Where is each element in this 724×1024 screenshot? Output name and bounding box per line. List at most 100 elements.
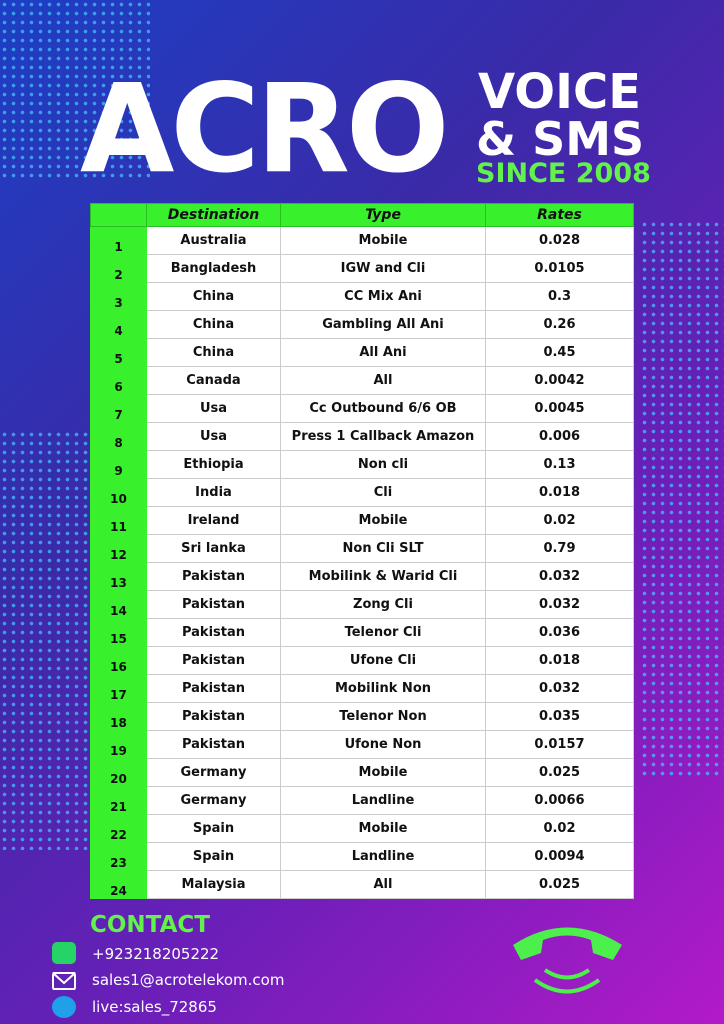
cell: 0.032: [485, 590, 634, 619]
skype: live:sales_72865: [92, 998, 217, 1016]
row-number: 11: [90, 506, 147, 535]
cell: Sri lanka: [146, 534, 281, 563]
cell: Spain: [146, 842, 281, 871]
cell: 0.018: [485, 646, 634, 675]
dot-pattern: [0, 430, 90, 850]
row-number: 19: [90, 730, 147, 759]
cell: Pakistan: [146, 730, 281, 759]
cell: Pakistan: [146, 674, 281, 703]
row-number: 5: [90, 338, 147, 367]
table-row: 18 Pakistan Telenor Non 0.035: [90, 702, 634, 731]
row-number: 20: [90, 758, 147, 787]
cell: Pakistan: [146, 618, 281, 647]
table-row: 11 Ireland Mobile 0.02: [90, 506, 634, 535]
cell: 0.02: [485, 814, 634, 843]
table-row: 1 Australia Mobile 0.028: [90, 226, 634, 255]
table-row: 16 Pakistan Ufone Cli 0.018: [90, 646, 634, 675]
cell: Pakistan: [146, 562, 281, 591]
cell: 0.0045: [485, 394, 634, 423]
cell: Cli: [280, 478, 486, 507]
cell: Ethiopia: [146, 450, 281, 479]
row-number: 4: [90, 310, 147, 339]
row-number: 9: [90, 450, 147, 479]
skype-icon: [52, 996, 76, 1018]
whatsapp-icon: [52, 942, 76, 964]
title-line: VOICE: [478, 64, 641, 120]
cell: 0.025: [485, 758, 634, 787]
row-number: 3: [90, 282, 147, 311]
row-number: 22: [90, 814, 147, 843]
header-cell: [90, 203, 147, 227]
table-row: 3 China CC Mix Ani 0.3: [90, 282, 634, 311]
email-icon: [52, 972, 76, 990]
cell: Pakistan: [146, 646, 281, 675]
cell: Telenor Cli: [280, 618, 486, 647]
cell: Usa: [146, 394, 281, 423]
brand: ACRO: [80, 58, 450, 200]
cell: All: [280, 366, 486, 395]
cell: 0.032: [485, 674, 634, 703]
table-row: 20 Germany Mobile 0.025: [90, 758, 634, 787]
row-number: 10: [90, 478, 147, 507]
cell: 0.006: [485, 422, 634, 451]
cell: Press 1 Callback Amazon: [280, 422, 486, 451]
cell: All: [280, 870, 486, 899]
row-number: 17: [90, 674, 147, 703]
table-row: 2 Bangladesh IGW and Cli 0.0105: [90, 254, 634, 283]
cell: 0.0094: [485, 842, 634, 871]
cell: India: [146, 478, 281, 507]
table-row: 9 Ethiopia Non cli 0.13: [90, 450, 634, 479]
phone-icon: [513, 927, 622, 994]
cell: 0.035: [485, 702, 634, 731]
cell: Usa: [146, 422, 281, 451]
cell: Telenor Non: [280, 702, 486, 731]
cell: Zong Cli: [280, 590, 486, 619]
cell: Landline: [280, 842, 486, 871]
header-cell: Type: [280, 203, 486, 227]
cell: Bangladesh: [146, 254, 281, 283]
cell: Non cli: [280, 450, 486, 479]
row-number: 2: [90, 254, 147, 283]
table-row: 22 Spain Mobile 0.02: [90, 814, 634, 843]
row-number: 14: [90, 590, 147, 619]
cell: 0.0066: [485, 786, 634, 815]
row-number: 16: [90, 646, 147, 675]
cell: China: [146, 310, 281, 339]
row-number: 15: [90, 618, 147, 647]
cell: IGW and Cli: [280, 254, 486, 283]
row-number: 21: [90, 786, 147, 815]
header-cell: Rates: [485, 203, 634, 227]
header-row: Destination Type Rates: [90, 203, 634, 227]
cell: 0.13: [485, 450, 634, 479]
row-number: 23: [90, 842, 147, 871]
rates-table: Destination Type Rates 1 Australia Mobile 0.0…: [90, 203, 634, 899]
cell: CC Mix Ani: [280, 282, 486, 311]
cell: Ufone Non: [280, 730, 486, 759]
title-line: & SMS: [476, 112, 645, 166]
row-number: 1: [90, 226, 147, 255]
cell: 0.79: [485, 534, 634, 563]
table-row: 24 Malaysia All 0.025: [90, 870, 634, 899]
dot-pattern: [0, 0, 150, 180]
cell: Gambling All Ani: [280, 310, 486, 339]
cell: Mobilink & Warid Cli: [280, 562, 486, 591]
table-row: 12 Sri lanka Non Cli SLT 0.79: [90, 534, 634, 563]
row-number: 7: [90, 394, 147, 423]
row-number: 12: [90, 534, 147, 563]
row-number: 13: [90, 562, 147, 591]
cell: Pakistan: [146, 590, 281, 619]
cell: Germany: [146, 786, 281, 815]
cell: Non Cli SLT: [280, 534, 486, 563]
table-row: 19 Pakistan Ufone Non 0.0157: [90, 730, 634, 759]
table-row: 5 China All Ani 0.45: [90, 338, 634, 367]
cell: 0.0105: [485, 254, 634, 283]
cell: 0.025: [485, 870, 634, 899]
cell: 0.26: [485, 310, 634, 339]
row-number: 24: [90, 870, 147, 899]
email: sales1@acrotelekom.com: [92, 971, 285, 989]
table-row: 7 Usa Cc Outbound 6/6 OB 0.0045: [90, 394, 634, 423]
cell: Australia: [146, 226, 281, 255]
cell: Mobile: [280, 758, 486, 787]
cell: 0.028: [485, 226, 634, 255]
